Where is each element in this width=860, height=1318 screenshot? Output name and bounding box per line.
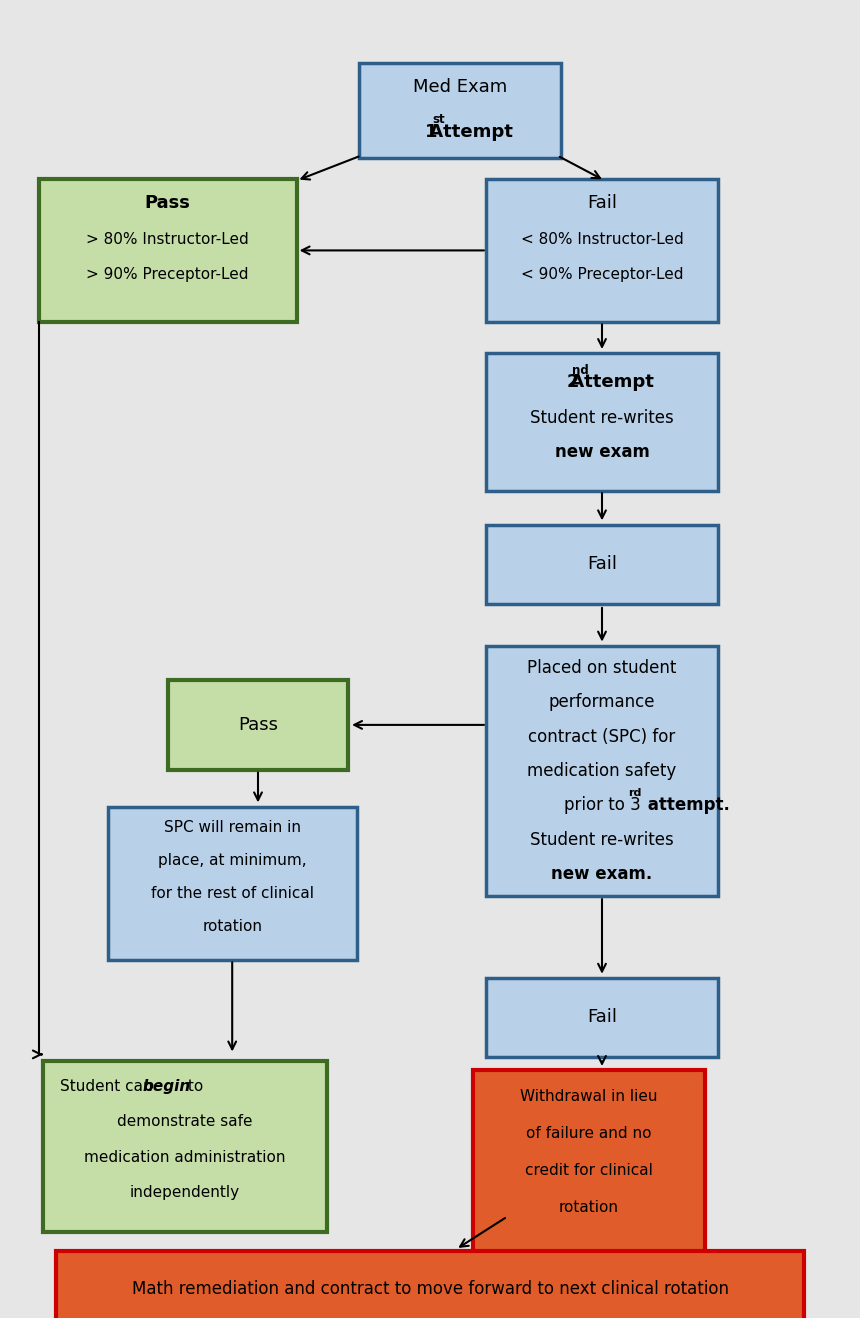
Text: Student re-writes: Student re-writes — [530, 409, 674, 427]
Text: Fail: Fail — [587, 555, 617, 573]
FancyBboxPatch shape — [56, 1251, 804, 1318]
FancyBboxPatch shape — [486, 525, 718, 604]
Text: demonstrate safe: demonstrate safe — [117, 1114, 253, 1130]
Text: Med Exam: Med Exam — [413, 78, 507, 96]
Text: rd: rd — [628, 788, 642, 799]
FancyBboxPatch shape — [359, 63, 562, 158]
Text: for the rest of clinical: for the rest of clinical — [150, 886, 314, 902]
Text: Placed on student: Placed on student — [527, 659, 677, 677]
Text: begin: begin — [143, 1078, 191, 1094]
Text: Fail: Fail — [587, 1008, 617, 1027]
Text: Student can: Student can — [60, 1078, 157, 1094]
FancyBboxPatch shape — [473, 1070, 705, 1255]
FancyBboxPatch shape — [486, 179, 718, 322]
Text: Attempt: Attempt — [564, 373, 654, 391]
Text: rotation: rotation — [202, 919, 262, 934]
Text: of failure and no: of failure and no — [526, 1126, 652, 1141]
FancyBboxPatch shape — [39, 179, 297, 322]
FancyBboxPatch shape — [486, 646, 718, 896]
Text: > 80% Instructor-Led: > 80% Instructor-Led — [86, 232, 249, 248]
Text: Attempt: Attempt — [422, 123, 513, 141]
Text: rotation: rotation — [559, 1199, 619, 1215]
Text: new exam: new exam — [555, 443, 649, 461]
Text: < 90% Preceptor-Led: < 90% Preceptor-Led — [521, 266, 683, 282]
Text: 1: 1 — [425, 123, 438, 141]
Text: medication safety: medication safety — [527, 762, 677, 780]
FancyBboxPatch shape — [108, 807, 357, 960]
Text: new exam.: new exam. — [551, 865, 653, 883]
Text: < 80% Instructor-Led: < 80% Instructor-Led — [520, 232, 684, 248]
Text: place, at minimum,: place, at minimum, — [158, 853, 306, 869]
Text: Math remediation and contract to move forward to next clinical rotation: Math remediation and contract to move fo… — [132, 1280, 728, 1298]
Text: prior to 3: prior to 3 — [563, 796, 641, 815]
Text: 2: 2 — [567, 373, 580, 391]
Text: Pass: Pass — [144, 194, 191, 212]
Text: Student re-writes: Student re-writes — [530, 830, 674, 849]
Text: performance: performance — [549, 693, 655, 712]
Text: Pass: Pass — [238, 716, 278, 734]
Text: Fail: Fail — [587, 194, 617, 212]
Text: SPC will remain in: SPC will remain in — [163, 820, 301, 836]
FancyBboxPatch shape — [168, 680, 348, 770]
Text: nd: nd — [572, 364, 589, 377]
Text: credit for clinical: credit for clinical — [525, 1162, 653, 1178]
Text: contract (SPC) for: contract (SPC) for — [528, 728, 676, 746]
FancyBboxPatch shape — [43, 1061, 327, 1232]
Text: attempt.: attempt. — [642, 796, 729, 815]
Text: Withdrawal in lieu: Withdrawal in lieu — [520, 1089, 658, 1104]
Text: > 90% Preceptor-Led: > 90% Preceptor-Led — [87, 266, 249, 282]
FancyBboxPatch shape — [486, 978, 718, 1057]
Text: independently: independently — [130, 1185, 240, 1201]
Text: medication administration: medication administration — [84, 1149, 286, 1165]
Text: st: st — [433, 113, 445, 127]
FancyBboxPatch shape — [486, 352, 718, 490]
Text: to: to — [183, 1078, 204, 1094]
